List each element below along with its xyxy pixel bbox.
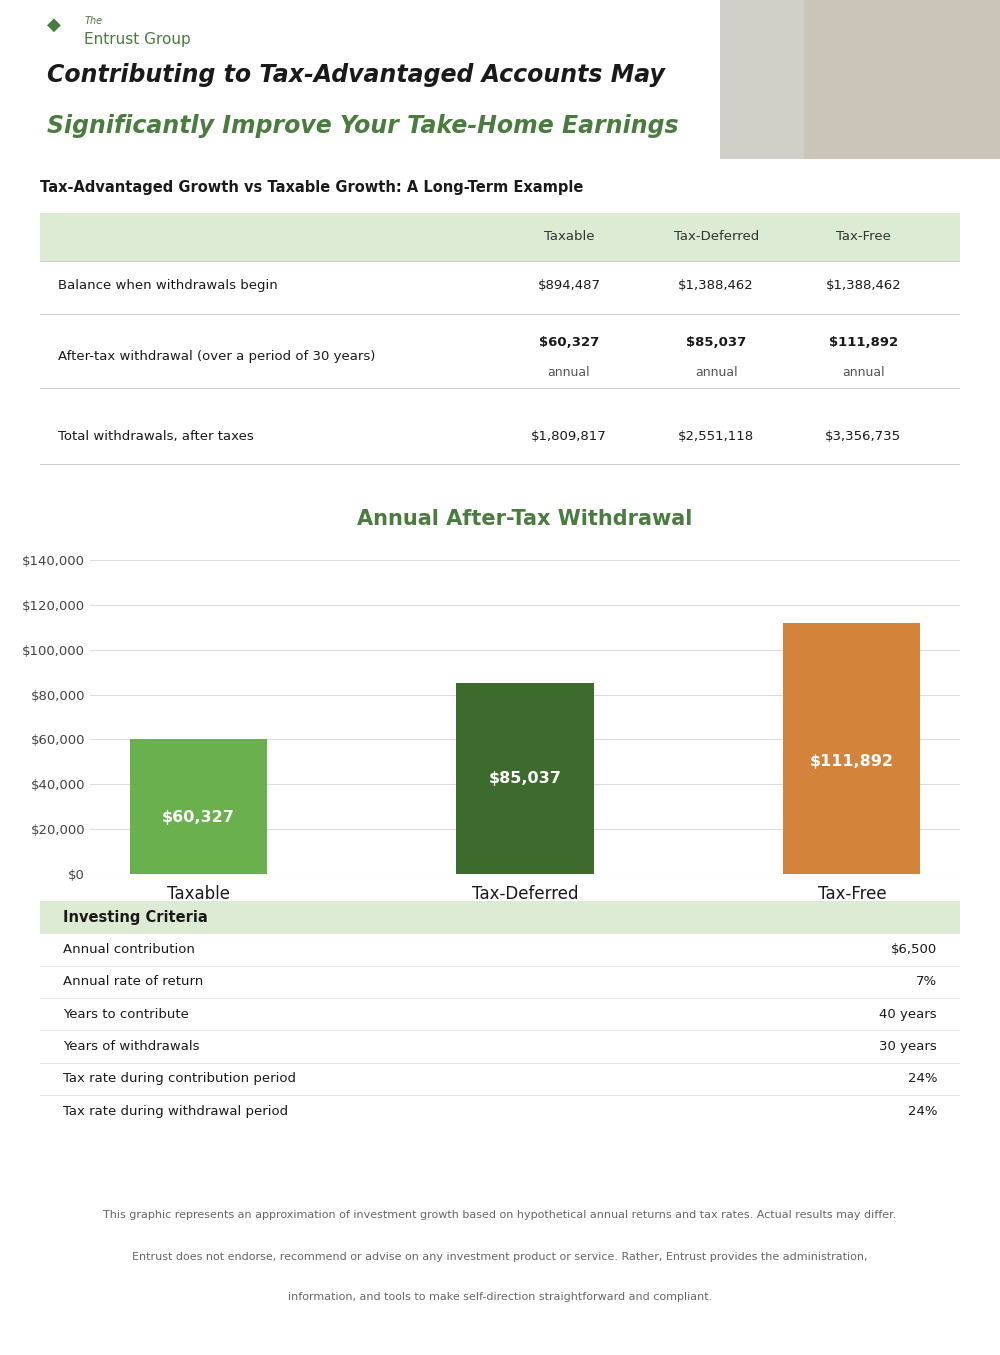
Text: Balance when withdrawals begin: Balance when withdrawals begin xyxy=(58,279,278,291)
Text: Years of withdrawals: Years of withdrawals xyxy=(63,1041,200,1053)
Text: Years to contribute: Years to contribute xyxy=(63,1008,189,1020)
Text: $1,388,462: $1,388,462 xyxy=(826,279,901,291)
Text: Entrust does not endorse, recommend or advise on any investment product or servi: Entrust does not endorse, recommend or a… xyxy=(132,1252,868,1262)
Text: $894,487: $894,487 xyxy=(538,279,600,291)
Text: Tax-Advantaged Growth vs Taxable Growth: A Long-Term Example: Tax-Advantaged Growth vs Taxable Growth:… xyxy=(40,180,583,195)
Text: $60,327: $60,327 xyxy=(539,336,599,350)
Text: Contributing to Tax-Advantaged Accounts May: Contributing to Tax-Advantaged Accounts … xyxy=(47,64,665,88)
Text: annual: annual xyxy=(548,366,590,379)
Text: Tax rate during contribution period: Tax rate during contribution period xyxy=(63,1072,296,1085)
Text: Taxable: Taxable xyxy=(544,230,594,244)
Bar xyxy=(804,0,1000,159)
Text: $2,551,118: $2,551,118 xyxy=(678,430,754,443)
Text: 30 years: 30 years xyxy=(879,1041,937,1053)
Text: Total withdrawals, after taxes: Total withdrawals, after taxes xyxy=(58,430,254,443)
Text: $1,809,817: $1,809,817 xyxy=(531,430,607,443)
Text: The: The xyxy=(84,16,102,26)
Text: Annual contribution: Annual contribution xyxy=(63,943,195,957)
Text: 24%: 24% xyxy=(908,1104,937,1118)
Text: ◆: ◆ xyxy=(47,16,61,34)
Text: $111,892: $111,892 xyxy=(810,753,894,768)
Text: Annual rate of return: Annual rate of return xyxy=(63,976,203,988)
Text: Tax-Free: Tax-Free xyxy=(836,230,891,244)
Bar xyxy=(40,901,960,934)
Text: 7%: 7% xyxy=(916,976,937,988)
Text: 40 years: 40 years xyxy=(879,1008,937,1020)
Text: Tax-Deferred: Tax-Deferred xyxy=(674,230,759,244)
Text: $85,037: $85,037 xyxy=(686,336,746,350)
Text: This graphic represents an approximation of investment growth based on hypotheti: This graphic represents an approximation… xyxy=(103,1210,897,1220)
Text: Investing Criteria: Investing Criteria xyxy=(63,909,208,924)
Bar xyxy=(130,738,267,874)
Text: annual: annual xyxy=(695,366,738,379)
Text: $3,356,735: $3,356,735 xyxy=(825,430,901,443)
Text: Significantly Improve Your Take-Home Earnings: Significantly Improve Your Take-Home Ear… xyxy=(47,114,678,138)
Text: $60,327: $60,327 xyxy=(162,810,235,825)
Text: After-tax withdrawal (over a period of 30 years): After-tax withdrawal (over a period of 3… xyxy=(58,350,376,363)
Bar xyxy=(456,683,594,874)
Text: annual: annual xyxy=(842,366,885,379)
Text: $1,388,462: $1,388,462 xyxy=(678,279,754,291)
Text: Entrust Group: Entrust Group xyxy=(84,31,191,46)
Title: Annual After-Tax Withdrawal: Annual After-Tax Withdrawal xyxy=(357,509,693,530)
Text: $6,500: $6,500 xyxy=(891,943,937,957)
Text: $111,892: $111,892 xyxy=(829,336,898,350)
Text: $85,037: $85,037 xyxy=(489,771,561,786)
Bar xyxy=(40,213,960,262)
Bar xyxy=(783,623,920,874)
Text: Tax rate during withdrawal period: Tax rate during withdrawal period xyxy=(63,1104,288,1118)
Text: 24%: 24% xyxy=(908,1072,937,1085)
Text: information, and tools to make self-direction straightforward and compliant.: information, and tools to make self-dire… xyxy=(288,1293,712,1302)
